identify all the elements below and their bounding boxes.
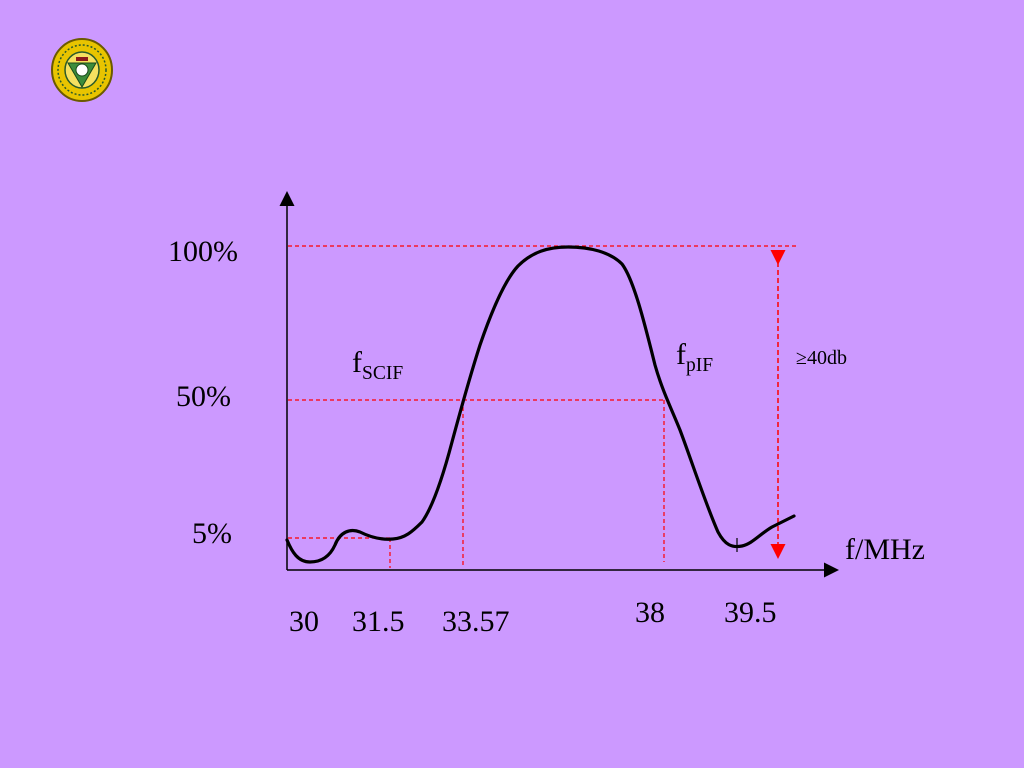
y-tick-5: 5%	[192, 517, 232, 550]
y-tick-50: 50%	[176, 380, 231, 413]
scif-label-main: f	[352, 346, 362, 379]
scif-label-sub: SCIF	[362, 362, 404, 384]
x-tick-31-5: 31.5	[352, 605, 405, 638]
response-curve	[285, 245, 796, 564]
x-axis-label: f/MHz	[845, 533, 925, 566]
scif-label: fSCIF	[352, 346, 403, 384]
x-tick-39-5: 39.5	[724, 596, 777, 629]
guide-lines	[288, 245, 796, 568]
y-tick-100: 100%	[168, 235, 238, 268]
attenuation-label: ≥40db	[796, 347, 847, 369]
x-tick-38: 38	[635, 596, 665, 629]
pif-label: fpIF	[676, 338, 713, 376]
x-tick-30: 30	[289, 605, 319, 638]
pif-label-main: f	[676, 338, 686, 371]
x-tick-33-57: 33.57	[442, 605, 510, 638]
university-seal-icon	[51, 38, 113, 102]
pif-label-sub: pIF	[686, 354, 714, 376]
